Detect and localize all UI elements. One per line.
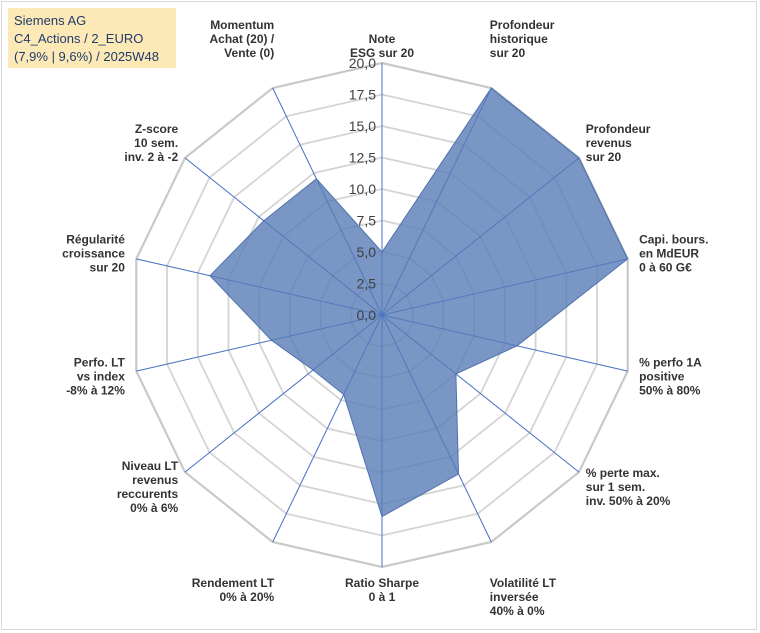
tick-label-0: 0,0: [357, 307, 377, 323]
tick-label-4: 10,0: [349, 181, 376, 197]
axis-label-4-line-1: positive: [639, 369, 685, 383]
axis-label-7-line-1: 0 à 1: [369, 590, 396, 604]
spoke-overlay-13: [272, 87, 383, 316]
tick-label-5: 12,5: [349, 150, 376, 166]
axis-label-6-line-0: Volatilité LT: [490, 576, 557, 590]
axis-label-5: % perte max. sur 1 sem. inv. 50% à 20%: [586, 466, 671, 508]
axis-label-8-line-1: 0% à 20%: [219, 590, 274, 604]
axis-label-1-line-2: sur 20: [490, 46, 526, 60]
title-period: (7,9% | 9,6%) / 2025W48: [14, 49, 160, 64]
axis-label-12: Z-score 10 sem. inv. 2 à -2: [124, 122, 178, 164]
axis-label-3-line-2: 0 à 60 G€: [639, 261, 692, 275]
tick-label-6: 15,0: [349, 118, 376, 134]
axis-label-6: Volatilité LT inversée 40% à 0%: [490, 576, 557, 618]
axis-label-0-line-0: Note: [369, 32, 396, 46]
axis-label-8-line-0: Rendement LT: [192, 576, 275, 590]
chart-title-box: Siemens AG C4_Actions / 2_EURO (7,9% | 9…: [8, 8, 176, 68]
tick-label-3: 7,5: [357, 213, 377, 229]
axis-label-3-line-1: en MdEUR: [639, 247, 699, 261]
title-company: Siemens AG: [14, 13, 87, 28]
axis-label-3: Capi. bours. en MdEUR 0 à 60 G€: [639, 233, 708, 275]
spoke-overlay-10: [136, 314, 383, 372]
axis-label-4: % perfo 1A positive 50% à 80%: [639, 355, 702, 397]
spoke-overlay-1: [381, 87, 492, 316]
axis-label-5-line-1: sur 1 sem.: [586, 480, 645, 494]
spoke-overlay-8: [272, 314, 383, 543]
axis-label-7: Ratio Sharpe 0 à 1: [345, 576, 419, 604]
axis-label-9-line-1: revenus: [132, 473, 178, 487]
axis-label-12-line-2: inv. 2 à -2: [124, 150, 178, 164]
tick-label-8: 20,0: [349, 55, 376, 71]
axis-label-4-line-0: % perfo 1A: [639, 355, 702, 369]
axis-label-2-line-2: sur 20: [586, 150, 622, 164]
spoke-overlay-6: [381, 314, 492, 543]
axis-label-10-line-2: -8% à 12%: [66, 383, 125, 397]
axis-label-9-line-0: Niveau LT: [122, 459, 179, 473]
spoke-overlay-2: [381, 157, 580, 316]
axis-label-11-line-2: sur 20: [90, 261, 126, 275]
axis-label-13-line-2: Vente (0): [224, 46, 274, 60]
axis-label-13-line-1: Achat (20) /: [210, 32, 275, 46]
title-category: C4_Actions / 2_EURO: [14, 31, 144, 46]
axis-label-11-line-0: Régularité: [66, 233, 125, 247]
axis-label-2-line-1: revenus: [586, 136, 632, 150]
axis-label-0: Note ESG sur 20: [350, 32, 414, 60]
axis-label-4-line-2: 50% à 80%: [639, 383, 701, 397]
axis-label-6-line-1: inversée: [490, 590, 539, 604]
axis-label-3-line-0: Capi. bours.: [639, 233, 708, 247]
axis-label-11: Régularité croissance sur 20: [62, 233, 125, 275]
axis-label-9-line-3: 0% à 6%: [130, 501, 178, 515]
axis-label-0-line-1: ESG sur 20: [350, 46, 414, 60]
axis-label-2: Profondeur revenus sur 20: [586, 122, 651, 164]
axis-label-13: Momentum Achat (20) / Vente (0): [210, 18, 275, 60]
axis-label-12-line-0: Z-score: [135, 122, 179, 136]
axis-label-9: Niveau LT revenus reccurents 0% à 6%: [117, 459, 179, 515]
tick-label-2: 5,0: [357, 244, 377, 260]
axis-label-12-line-1: 10 sem.: [134, 136, 178, 150]
axis-label-8: Rendement LT 0% à 20%: [192, 576, 275, 604]
axis-label-2-line-0: Profondeur: [586, 122, 651, 136]
spoke-overlay-4: [381, 314, 628, 372]
axis-label-6-line-2: 40% à 0%: [490, 604, 545, 618]
axis-label-1-line-1: historique: [490, 32, 548, 46]
spoke-overlay-11: [136, 258, 383, 316]
spoke-overlay-5: [381, 314, 580, 473]
axis-label-13-line-0: Momentum: [210, 18, 274, 32]
axis-label-1: Profondeur historique sur 20: [490, 18, 555, 60]
spoke-overlay-12: [184, 157, 383, 316]
axis-label-11-line-1: croissance: [62, 247, 125, 261]
axis-label-9-line-2: reccurents: [117, 487, 179, 501]
axis-label-10: Perfo. LT vs index -8% à 12%: [66, 355, 125, 397]
axis-label-1-line-0: Profondeur: [490, 18, 555, 32]
tick-label-1: 2,5: [357, 276, 377, 292]
tick-label-7: 17,5: [349, 87, 376, 103]
spoke-overlay-3: [381, 258, 628, 316]
spoke-overlay-9: [184, 314, 383, 473]
axis-label-5-line-0: % perte max.: [586, 466, 660, 480]
axis-label-10-line-0: Perfo. LT: [74, 355, 126, 369]
axis-label-10-line-1: vs index: [77, 369, 125, 383]
axis-label-7-line-0: Ratio Sharpe: [345, 576, 419, 590]
series-area-0: [209, 87, 629, 518]
axis-label-5-line-2: inv. 50% à 20%: [586, 494, 671, 508]
